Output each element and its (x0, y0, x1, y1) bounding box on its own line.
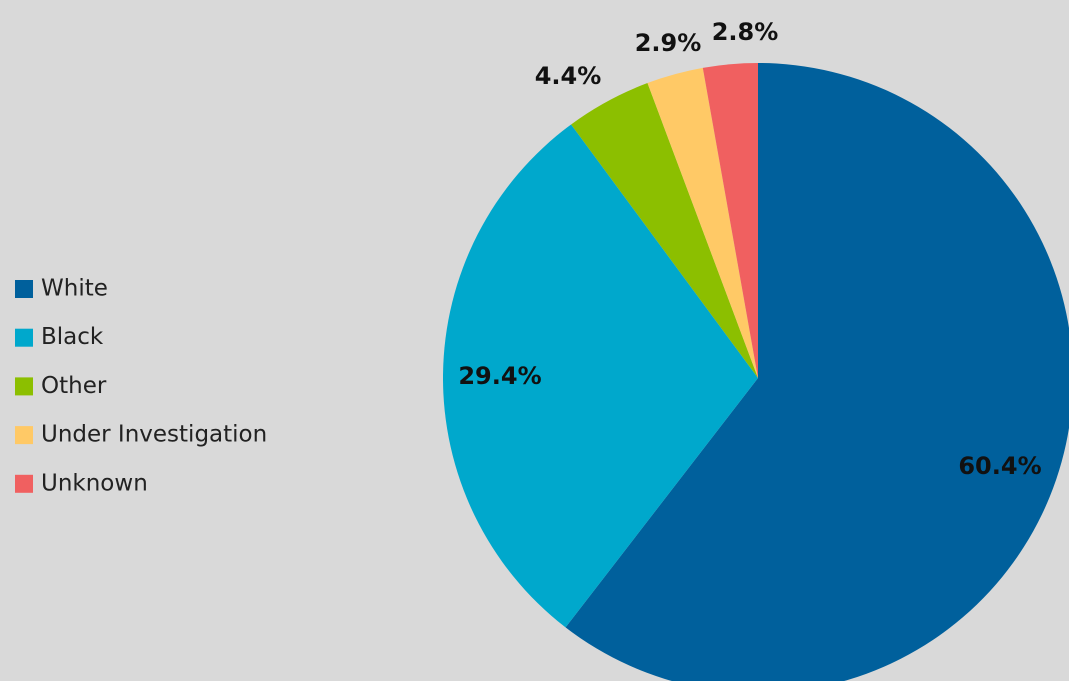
legend-label: White (41, 276, 108, 302)
pie-slice (571, 83, 758, 378)
pie-slice (443, 124, 758, 628)
legend-label: Other (41, 373, 107, 399)
data-label: 29.4% (458, 362, 541, 390)
legend-swatch (15, 426, 33, 445)
legend-swatch (15, 377, 33, 396)
data-label: 2.9% (635, 29, 702, 57)
pie (443, 63, 1069, 681)
legend-label: Unknown (41, 470, 148, 496)
data-label: 4.4% (535, 62, 602, 90)
pie-slice (565, 63, 1069, 681)
legend-swatch (15, 328, 33, 347)
data-label: 2.8% (712, 18, 779, 46)
legend-swatch (15, 280, 33, 298)
data-labels: 60.4% 29.4% 4.4% 2.9% 2.8% (458, 18, 1041, 480)
legend-label: Black (41, 324, 104, 350)
pie-slice (647, 67, 758, 378)
data-label: 60.4% (958, 452, 1041, 480)
legend-label: Under Investigation (41, 422, 267, 448)
pie-slice (702, 63, 758, 378)
legend-swatch (15, 474, 33, 493)
legend: White Black Other Under Investigation Unknow… (15, 276, 267, 496)
